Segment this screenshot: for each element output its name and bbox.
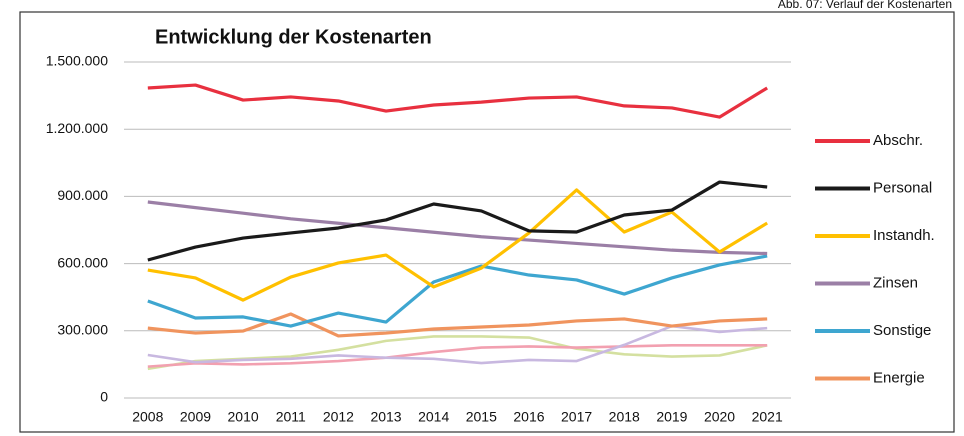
x-tick-label: 2016 [513, 409, 544, 425]
x-tick-label: 2008 [132, 409, 163, 425]
x-tick-label: 2021 [752, 409, 783, 425]
legend-label: Instandh. [873, 227, 935, 244]
legend-label: Zinsen [873, 274, 918, 291]
y-tick-label: 0 [100, 389, 108, 405]
x-tick-label: 2010 [228, 409, 259, 425]
series-line [147, 180, 768, 262]
series-line [147, 312, 768, 338]
x-tick-label: 2020 [704, 409, 735, 425]
series-line [147, 324, 768, 365]
x-tick-label: 2009 [180, 409, 211, 425]
y-tick-label: 300.000 [57, 322, 108, 338]
y-tick-label: 1.500.000 [46, 53, 108, 69]
x-tick-label: 2012 [323, 409, 354, 425]
x-tick-label: 2013 [370, 409, 401, 425]
x-tick-label: 2011 [276, 409, 306, 425]
x-tick-label: 2015 [466, 409, 497, 425]
x-tick-label: 2017 [561, 409, 592, 425]
legend-label: Sonstige [873, 322, 931, 339]
chart-title: Entwicklung der Kostenarten [155, 26, 432, 48]
series-line [147, 335, 768, 371]
x-tick-label: 2014 [418, 409, 449, 425]
series-line [147, 344, 768, 368]
series-line [147, 254, 768, 328]
series-line [147, 188, 769, 302]
y-tick-label: 900.000 [57, 187, 108, 203]
series-line [147, 200, 768, 256]
y-tick-label: 600.000 [57, 254, 108, 270]
y-tick-label: 1.200.000 [46, 120, 108, 136]
x-tick-label: 2019 [656, 409, 687, 425]
legend-label: Energie [873, 369, 925, 386]
legend-label: Abschr. [873, 132, 923, 149]
caption: Abb. 07: Verlauf der Kostenarten [778, 0, 952, 11]
x-tick-label: 2018 [609, 409, 640, 425]
legend-label: Personal [873, 179, 932, 196]
chart-frame [19, 11, 955, 433]
series-line [147, 83, 769, 119]
